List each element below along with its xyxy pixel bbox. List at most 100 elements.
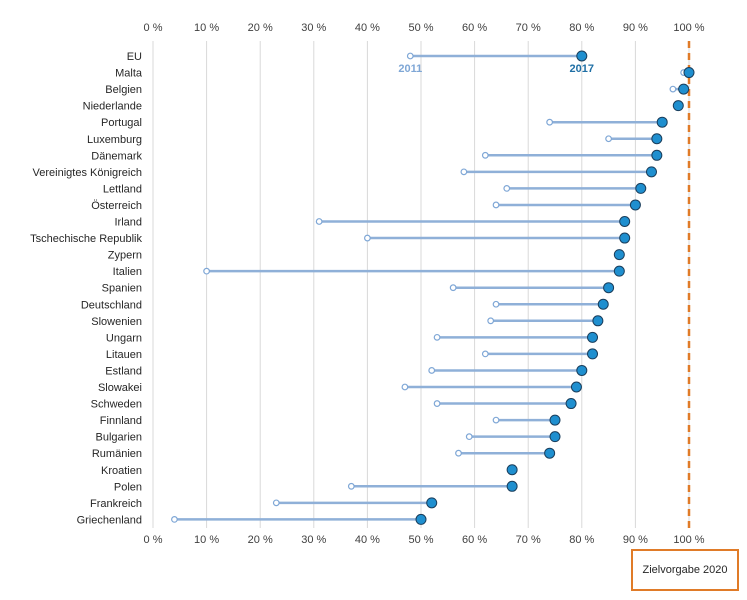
x-tick-label-top: 10 %: [194, 22, 219, 34]
point-2017: [592, 315, 604, 327]
category-label: Bulgarien: [96, 432, 142, 444]
category-label: Litauen: [106, 349, 142, 361]
point-2017: [549, 414, 561, 426]
bottom-axis-ticks: 0 % 10 % 20 % 30 % 40 % 50 % 60 % 70 % 80 % 90 % 1…: [144, 534, 705, 546]
point-2011: [401, 383, 409, 391]
top-axis-ticks: 0 % 10 % 20 % 30 % 40 % 50 % 60 % 70 % 80 % 90 % 1…: [144, 22, 705, 34]
point-2017: [506, 464, 518, 476]
point-2017: [645, 166, 657, 178]
category-label: Belgien: [105, 84, 142, 96]
point-2011: [449, 284, 457, 292]
x-tick-label-bottom: 100 %: [673, 534, 704, 546]
point-2017: [587, 331, 599, 343]
point-2017: [672, 100, 684, 112]
x-tick-label-top: 70 %: [516, 22, 541, 34]
point-2011: [364, 234, 371, 242]
category-label: Kroatien: [101, 465, 142, 477]
point-2011: [347, 482, 355, 490]
series-2017-points: [415, 50, 695, 525]
category-label: Estland: [105, 365, 142, 377]
point-2017: [629, 199, 641, 211]
point-2017: [651, 133, 663, 145]
category-label: Schweden: [91, 399, 142, 411]
category-label: Malta: [115, 68, 143, 80]
x-tick-label-top: 100 %: [673, 22, 704, 34]
point-2011: [428, 367, 436, 374]
category-label: Rumänien: [92, 448, 142, 460]
x-tick-label-bottom: 50 %: [408, 534, 433, 546]
point-2017: [603, 282, 615, 294]
point-2011: [546, 118, 554, 126]
category-label: Griechenland: [77, 514, 142, 526]
x-tick-label-top: 30 %: [301, 22, 326, 34]
category-label: Italien: [113, 266, 142, 278]
x-tick-label-top: 40 %: [355, 22, 380, 34]
point-2017: [576, 364, 588, 376]
point-2017: [619, 216, 631, 227]
category-labels: EU Malta Belgien Niederlande Portugal Luxembu…: [30, 51, 143, 526]
point-2017: [570, 381, 582, 393]
x-tick-label-bottom: 30 %: [301, 534, 326, 546]
point-2017: [635, 182, 647, 194]
point-2011: [503, 184, 511, 192]
target-legend-box: Zielvorgabe 2020: [631, 549, 739, 591]
point-2011: [272, 499, 280, 507]
category-label: Portugal: [101, 117, 142, 129]
category-label: Luxemburg: [87, 134, 142, 146]
grid-lines: [152, 41, 690, 528]
category-label: Österreich: [91, 200, 142, 212]
point-2017: [651, 149, 663, 161]
point-2017: [613, 265, 625, 277]
point-2017: [678, 83, 690, 95]
point-2017: [549, 431, 561, 443]
point-2011: [406, 52, 414, 60]
x-tick-label-top: 60 %: [462, 22, 487, 34]
point-2011: [669, 85, 677, 93]
x-tick-label-top: 0 %: [144, 22, 163, 34]
point-2017: [587, 348, 599, 360]
point-2011: [465, 433, 473, 441]
point-2017: [656, 116, 668, 128]
point-2011: [171, 516, 178, 523]
x-tick-label-bottom: 40 %: [355, 534, 380, 546]
x-tick-label-bottom: 60 %: [462, 534, 487, 546]
point-2011: [433, 400, 441, 407]
point-2011: [481, 350, 489, 358]
point-2011: [605, 135, 612, 143]
point-2017: [597, 298, 609, 310]
series-year-labels: 2011 2017: [398, 63, 594, 75]
point-2017: [619, 232, 631, 244]
point-2017: [683, 67, 695, 79]
category-label: Finnland: [100, 415, 142, 427]
x-tick-label-bottom: 80 %: [569, 534, 594, 546]
point-2017: [613, 249, 625, 261]
x-tick-label-bottom: 0 %: [144, 534, 163, 546]
point-2011: [481, 151, 489, 159]
category-label: Slowenien: [91, 316, 142, 328]
point-2017: [415, 513, 427, 525]
dot-plot-chart: 0 % 10 % 20 % 30 % 40 % 50 % 60 % 70 % 80 % 90 % 1…: [30, 22, 705, 546]
x-tick-label-top: 80 %: [569, 22, 594, 34]
point-2017: [506, 480, 518, 492]
x-tick-label-top: 90 %: [623, 22, 648, 34]
category-label: Tschechische Republik: [30, 233, 142, 245]
point-2011: [455, 449, 462, 457]
x-tick-label-top: 20 %: [248, 22, 273, 34]
point-2017: [565, 398, 577, 410]
target-label: Zielvorgabe 2020: [642, 564, 728, 576]
x-tick-label-bottom: 90 %: [623, 534, 648, 546]
category-label: Dänemark: [91, 150, 142, 162]
category-label: EU: [127, 51, 142, 63]
category-label: Vereinigtes Königreich: [33, 167, 142, 179]
category-label: Ungarn: [106, 332, 142, 344]
point-2011: [487, 317, 495, 325]
category-label: Irland: [114, 217, 142, 229]
year-label-2017: 2017: [570, 63, 594, 75]
x-tick-label-bottom: 20 %: [248, 534, 273, 546]
point-2011: [492, 300, 500, 308]
point-2011: [492, 416, 500, 424]
point-2011: [203, 267, 211, 275]
category-label: Polen: [114, 481, 142, 493]
point-2017: [426, 497, 438, 509]
